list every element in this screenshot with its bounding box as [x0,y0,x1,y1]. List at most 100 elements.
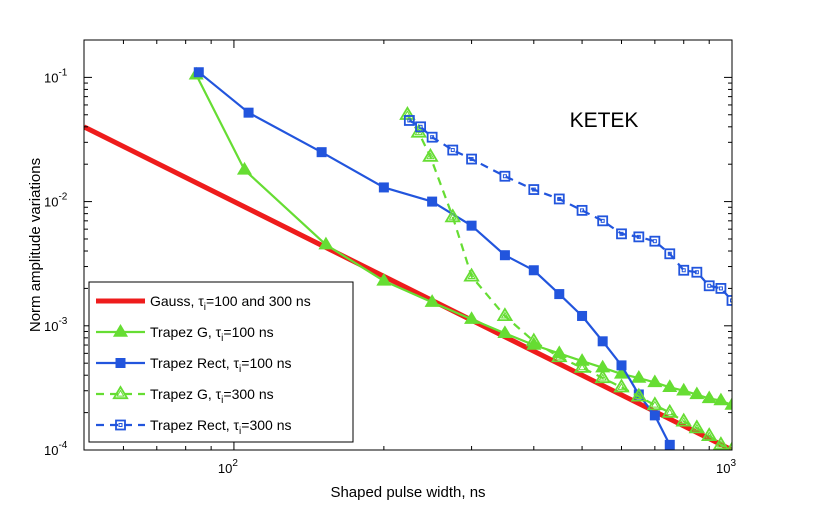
y-tick-label: 10-4 [44,440,68,458]
series-2-point [318,236,334,250]
series-5-point-inner [580,208,585,213]
series-1 [84,124,732,450]
series-3 [193,67,675,450]
series-2-point [376,272,392,286]
series-5-point [703,280,715,292]
series-3-point [466,220,477,231]
series-4-point [594,369,611,384]
series-5-point-inner [636,234,641,239]
series-4-point-inner [617,382,626,390]
series-2-point [689,386,705,400]
series-5-point [415,121,426,133]
series-4-point-inner [598,373,607,381]
series-5-point-inner [469,157,474,162]
series-4-point [573,358,591,373]
series-4-point [496,307,514,322]
series-5-point [447,144,459,156]
series-5-point [597,215,609,227]
series-5-point [528,184,540,195]
legend-swatch-marker-3 [115,358,126,368]
series-5 [403,115,732,306]
series-2-point [631,370,647,383]
series-4-point-inner [729,445,732,450]
series-2-point [713,392,729,406]
series-4-point-inner [448,212,457,220]
series-5-point-inner [652,239,657,244]
y-axis-label: Norm amplitude variations [27,158,44,332]
legend-swatch-marker-5 [115,419,126,431]
legend-swatch-marker-4-inner [116,389,125,397]
y-tick-label: 10-2 [44,192,68,210]
legend-swatch-marker-4 [112,385,129,400]
series-4-point [613,378,630,393]
series-2-point [464,311,480,324]
series-5-point [726,295,732,306]
series-5-point-inner [730,298,732,303]
series-5-point-inner [502,174,507,179]
series-5-point-inner [557,196,562,201]
series-5-point-inner [718,286,723,291]
series-5-point [715,283,727,294]
series-5-point-inner [407,118,412,123]
series-3-point [649,410,660,421]
legend-label-4: Trapez G, τi=300 ns [150,386,274,406]
series-1-line [84,124,732,450]
plot-frame [83,39,733,451]
series-4-point-inner [529,336,539,344]
ketek-annotation: KETEK [570,109,639,132]
series-3-point [597,336,608,347]
series-5-point-inner [694,270,699,275]
legend-swatch-marker-2 [112,324,129,337]
series-4-point [551,348,568,363]
series-4-point-inner [426,152,435,160]
series-4-point [688,419,706,434]
series-4-point [726,441,732,450]
legend-swatch-marker-5-inner [118,423,123,427]
frame-layer [83,39,733,451]
series-5-point [678,264,690,276]
series-2-point [676,382,692,396]
series-5-point-inner [450,148,455,153]
series-4-point [675,412,692,427]
series-4-point [525,332,543,347]
series-5-point [426,131,438,143]
tick-layer [83,39,733,451]
series-3-point [243,107,254,118]
series-5-point [649,235,661,247]
series-4-point-inner [705,431,714,439]
series-2-point [662,379,678,392]
series-5-point [664,248,676,260]
series-4-point-inner [577,363,587,371]
series-4-point-inner [403,110,412,118]
series-5-point-inner [531,187,536,192]
series-5-point [403,115,415,126]
series-4-point [630,387,648,402]
series-5-point-inner [707,283,712,288]
series-3-point [528,265,539,276]
series-4-point [646,396,664,411]
series-2-point [236,161,253,175]
series-2-point [424,294,440,307]
series-5-point [499,170,511,182]
series-5-point [616,228,627,240]
series-3-point [378,182,389,193]
series-3-point [499,250,510,261]
series-4 [399,106,732,450]
series-2-point [724,397,732,410]
series-2-point [701,390,717,404]
legend-label-2: Trapez G, τi=100 ns [150,324,274,344]
series-4-point [463,267,480,282]
series-4-point [444,208,461,223]
series-2-point [647,374,663,388]
tick-label-layer: 102 103 10-1 10-2 10-3 10-4 [44,67,736,476]
series-5-point-inner [681,268,686,273]
x-tick-label: 103 [716,458,736,476]
y-tick-label: 10-3 [44,316,68,334]
series-4-line [406,114,732,450]
series-3-point [316,147,327,158]
series-4-point [700,427,718,441]
legend-label-5: Trapez Rect, τi=300 ns [150,417,292,437]
series-5-point [576,204,588,216]
series-2-point [497,325,513,339]
series-5-point [553,193,565,205]
